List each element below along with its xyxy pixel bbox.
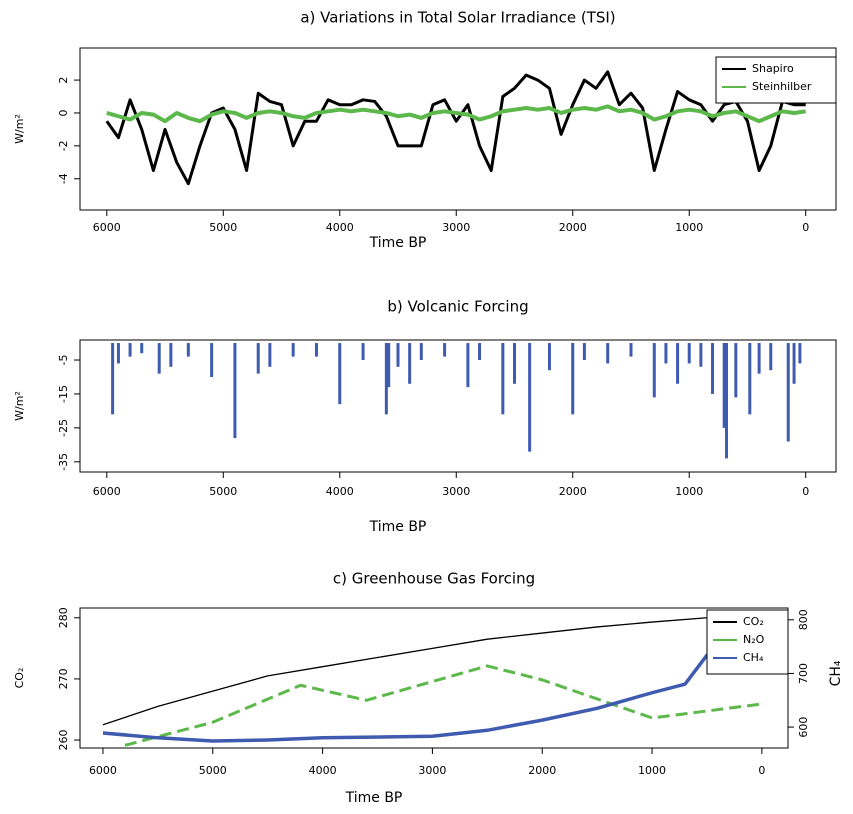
series-line [102,611,762,726]
y-tick-label: -35 [57,453,70,471]
x-tick-label: 5000 [199,764,227,777]
y2-tick-label: 800 [797,609,810,630]
x-tick-label: 4000 [326,221,354,234]
plot-frame [79,607,789,749]
plot-frame [79,339,837,473]
y-tick-label: -25 [57,419,70,437]
x-tick-label: 1000 [675,221,703,234]
chart-title: c) Greenhouse Gas Forcing [333,570,535,588]
x-tick-label: 3000 [418,764,446,777]
y-axis-label: W/m² [13,114,26,144]
y2-tick-label: 700 [797,663,810,684]
x-axis-label: Time BP [369,235,427,251]
x-tick-label: 1000 [675,485,703,498]
y-tick-label: -15 [57,385,70,403]
series-line [106,104,806,124]
x-axis-label: Time BP [345,790,403,806]
x-tick-label: 2000 [559,221,587,234]
x-tick-label: 2000 [559,485,587,498]
x-tick-label: 0 [758,764,765,777]
y-tick-label: -4 [57,173,70,184]
y-tick-label: 260 [57,730,70,751]
legend-box [706,609,789,675]
x-tick-label: 6000 [93,221,121,234]
legend-label: N₂O [743,633,765,646]
x-tick-label: 6000 [89,764,117,777]
series-line [105,70,806,186]
y-tick-label: 2 [57,77,70,84]
legend-label: Steinhilber [752,80,812,93]
y-axis-label: W/m² [13,391,26,421]
series-line [102,610,763,743]
x-tick-label: 3000 [442,221,470,234]
x-tick-label: 3000 [442,485,470,498]
y-tick-label: 280 [57,607,70,628]
x-tick-label: 5000 [209,221,237,234]
x-axis-label: Time BP [369,519,427,535]
y-tick-label: 270 [57,668,70,689]
y-tick-label: 0 [57,109,70,116]
legend-label: Shapiro [752,62,794,75]
chart-title: a) Variations in Total Solar Irradiance … [300,9,615,27]
y2-axis-label: CH₄ [828,660,844,686]
x-tick-label: 5000 [209,485,237,498]
x-tick-label: 0 [802,485,809,498]
y-tick-label: -2 [57,140,70,151]
x-tick-label: 1000 [638,764,666,777]
x-tick-label: 4000 [309,764,337,777]
x-tick-label: 0 [802,221,809,234]
x-tick-label: 2000 [528,764,556,777]
legend-label: CO₂ [743,615,764,628]
y-axis-label: CO₂ [13,668,26,689]
legend-label: CH₄ [743,651,764,664]
plot-frame [79,47,837,211]
y-tick-label: -5 [57,355,70,366]
x-tick-label: 6000 [93,485,121,498]
chart-title: b) Volcanic Forcing [387,298,528,316]
x-tick-label: 4000 [326,485,354,498]
y2-tick-label: 600 [797,717,810,738]
series-line [124,664,763,747]
legend-box [715,56,837,104]
